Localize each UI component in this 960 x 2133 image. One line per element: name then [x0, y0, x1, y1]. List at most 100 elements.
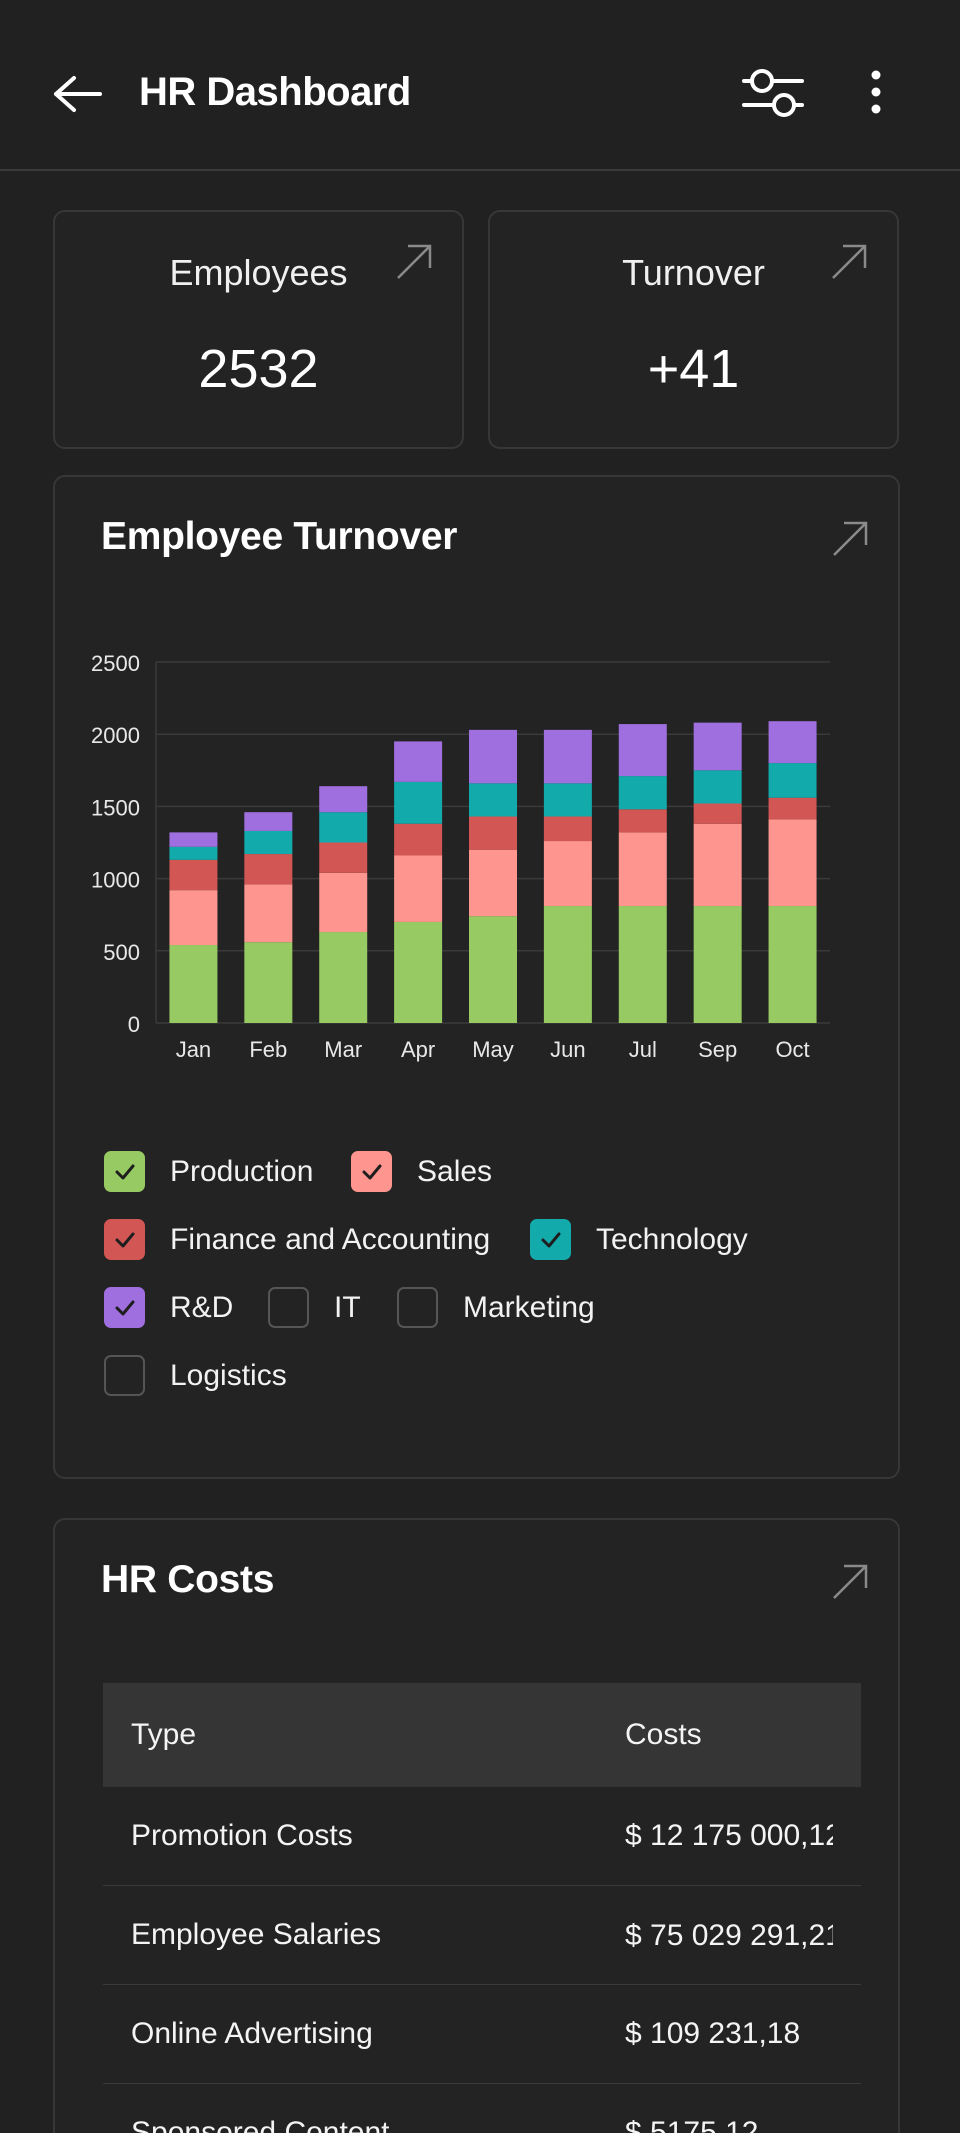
- stacked-bar-chart: 0 500 1000 1500 2000 2500 Jan Feb Mar Apr May Jun Ju…: [91, 651, 830, 1062]
- y-tick-label: 1000: [91, 868, 140, 893]
- legend-it[interactable]: IT: [268, 1287, 361, 1328]
- bar-segment-technology: [618, 776, 667, 810]
- legend-finance-and-accounting[interactable]: Finance and Accounting: [104, 1219, 490, 1260]
- table-row[interactable]: Sponsored Content $ 5175,12: [103, 2084, 861, 2133]
- more-vertical-icon[interactable]: [858, 68, 894, 116]
- check-icon: [115, 1232, 134, 1247]
- legend-label: Technology: [596, 1222, 748, 1256]
- bar-segment-production: [618, 906, 667, 1023]
- bar-segment-finance-and-accounting: [244, 854, 293, 885]
- stat-label: Turnover: [622, 252, 765, 293]
- bar-segment-technology: [693, 770, 742, 804]
- bar-segment-r-d: [244, 812, 293, 831]
- chart-title: Employee Turnover: [101, 515, 458, 558]
- sliders-icon[interactable]: [740, 64, 806, 120]
- x-tick-label: Mar: [324, 1037, 362, 1062]
- bar-segment-finance-and-accounting: [693, 803, 742, 824]
- bar-segment-production: [469, 916, 517, 1023]
- checkbox[interactable]: [104, 1219, 145, 1260]
- hr-costs-card: HR Costs Type Costs Promotion Costs $ 12…: [53, 1518, 900, 2133]
- stat-value: 2532: [198, 339, 319, 399]
- checkbox[interactable]: [104, 1151, 145, 1192]
- legend-label: R&D: [170, 1290, 234, 1324]
- bar-segment-r-d: [169, 832, 218, 847]
- x-tick-label: Apr: [401, 1037, 435, 1062]
- legend-production[interactable]: Production: [104, 1151, 313, 1192]
- y-tick-label: 500: [103, 940, 140, 965]
- legend-marketing[interactable]: Marketing: [397, 1287, 595, 1328]
- y-tick-label: 2000: [91, 723, 140, 748]
- bar-segment-finance-and-accounting: [169, 859, 218, 891]
- table-header: Type Costs: [103, 1683, 861, 1787]
- column-header-costs: Costs: [625, 1718, 702, 1751]
- bar-segment-technology: [543, 783, 592, 817]
- bar-segment-sales: [394, 855, 443, 922]
- checkbox[interactable]: [351, 1151, 392, 1192]
- arrow-left-icon[interactable]: [48, 72, 104, 116]
- checkbox[interactable]: [397, 1287, 438, 1328]
- bar-segment-technology: [469, 783, 517, 817]
- checkbox[interactable]: [104, 1355, 145, 1396]
- bar-segment-technology: [319, 812, 368, 843]
- x-tick-label: Jul: [629, 1037, 657, 1062]
- bar-segment-sales: [768, 819, 817, 907]
- bar-segment-technology: [244, 830, 293, 855]
- costs-table: Type Costs Promotion Costs $ 12 175 000,…: [103, 1683, 861, 2133]
- checkbox[interactable]: [104, 1287, 145, 1328]
- bar-segment-production: [768, 906, 817, 1023]
- arrow-up-right-icon[interactable]: [830, 519, 870, 559]
- legend-sales[interactable]: Sales: [351, 1151, 492, 1192]
- legend-logistics[interactable]: Logistics: [104, 1355, 287, 1396]
- cell-type: Sponsored Content: [131, 2116, 390, 2133]
- bar-segment-production: [169, 945, 218, 1023]
- column-header-type: Type: [131, 1718, 197, 1751]
- bar-segment-sales: [618, 832, 667, 907]
- stat-label: Employees: [169, 252, 348, 293]
- page-title: HR Dashboard: [139, 70, 411, 114]
- cell-type: Online Advertising: [131, 2017, 373, 2050]
- arrow-up-right-icon[interactable]: [394, 242, 434, 282]
- bar-segment-production: [319, 932, 368, 1023]
- y-tick-label: 2500: [91, 651, 140, 676]
- bar-segment-sales: [244, 884, 293, 943]
- app-header: HR Dashboard: [0, 0, 960, 171]
- bar-segment-finance-and-accounting: [618, 809, 667, 833]
- arrow-up-right-icon[interactable]: [830, 1562, 870, 1602]
- cell-cost: $ 109 231,18: [625, 2017, 801, 2050]
- arrow-up-right-icon[interactable]: [829, 242, 869, 282]
- bar-segment-technology: [768, 763, 817, 798]
- check-icon: [541, 1232, 560, 1247]
- bar-segment-r-d: [618, 724, 667, 777]
- legend-technology[interactable]: Technology: [530, 1219, 748, 1260]
- x-tick-label: Oct: [775, 1037, 809, 1062]
- table-row[interactable]: Online Advertising $ 109 231,18: [103, 1985, 861, 2084]
- bar-segment-r-d: [693, 722, 742, 771]
- bar-segment-sales: [543, 841, 592, 907]
- bar-segment-finance-and-accounting: [469, 816, 517, 850]
- bar-segment-production: [693, 906, 742, 1023]
- bar-segment-production: [244, 942, 293, 1023]
- bar-segment-r-d: [469, 729, 517, 784]
- turnover-chart-card: Employee Turnover 0 500 1000 1500 2000 2500 Ja…: [53, 475, 900, 1479]
- bar-segment-finance-and-accounting: [543, 816, 592, 842]
- table-row[interactable]: Employee Salaries $ 75 029 291,21₺: [103, 1886, 861, 1985]
- check-icon: [115, 1300, 134, 1315]
- legend-label: Finance and Accounting: [170, 1222, 491, 1256]
- x-tick-label: Sep: [698, 1037, 737, 1062]
- legend-label: IT: [334, 1290, 361, 1324]
- legend-rnd[interactable]: R&D: [104, 1287, 233, 1328]
- check-icon: [115, 1164, 134, 1179]
- bar-segment-technology: [394, 781, 443, 824]
- bar-segment-finance-and-accounting: [394, 823, 443, 856]
- table-row[interactable]: Promotion Costs $ 12 175 000,12: [103, 1787, 861, 1886]
- bar-segment-r-d: [319, 786, 368, 813]
- x-tick-label: Jan: [176, 1037, 211, 1062]
- checkbox[interactable]: [530, 1219, 571, 1260]
- bar-segment-sales: [319, 872, 368, 933]
- legend-label: Production: [170, 1154, 314, 1188]
- legend-label: Sales: [417, 1154, 493, 1188]
- turnover-card[interactable]: Turnover +41: [488, 210, 899, 449]
- bar-segment-technology: [169, 846, 218, 860]
- checkbox[interactable]: [268, 1287, 309, 1328]
- employees-card[interactable]: Employees 2532: [53, 210, 464, 449]
